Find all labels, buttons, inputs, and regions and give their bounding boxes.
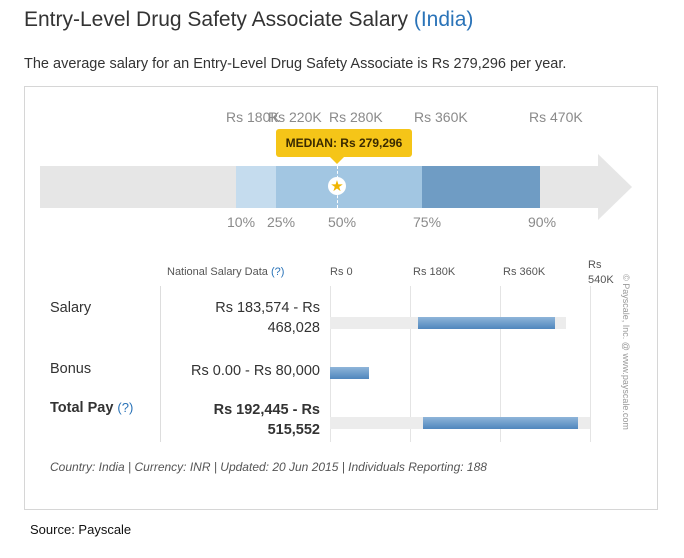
top-tick-180k: Rs 180K bbox=[226, 109, 280, 125]
bonus-bar bbox=[330, 367, 369, 379]
gridline-180k bbox=[410, 286, 411, 442]
percentile-tick-25: 25% bbox=[267, 214, 296, 230]
copyright-text: © Payscale, Inc. @ www.payscale.com bbox=[621, 274, 631, 430]
row-label-bonus: Bonus bbox=[50, 361, 92, 377]
top-tick-470k: Rs 470K bbox=[529, 109, 583, 125]
percentile-75-90-segment bbox=[422, 166, 540, 208]
scale-label-180k: Rs 180K bbox=[413, 266, 456, 278]
national-salary-heading: National Salary Data (?) bbox=[167, 266, 284, 278]
scale-label-360k: Rs 360K bbox=[503, 266, 546, 278]
row-value-total-pay: Rs 192,445 - Rs 515,552 bbox=[213, 402, 320, 438]
percentile-tick-50: 50% bbox=[328, 214, 357, 230]
top-tick-220k: Rs 220K bbox=[268, 109, 322, 125]
help-link[interactable]: (?) bbox=[270, 266, 285, 278]
scale-label-0: Rs 0 bbox=[330, 266, 353, 278]
percentile-tick-90: 90% bbox=[528, 214, 557, 230]
row-label-salary: Salary bbox=[50, 300, 92, 316]
total-pay-text: Total Pay bbox=[50, 400, 114, 416]
page-title: Entry-Level Drug Safety Associate Salary… bbox=[24, 8, 473, 32]
percentile-10-25-segment bbox=[236, 166, 276, 208]
copyright-notice: © Payscale, Inc. @ www.payscale.com bbox=[614, 262, 638, 442]
column-divider bbox=[160, 286, 161, 442]
title-text: Entry-Level Drug Safety Associate Salary bbox=[24, 8, 409, 31]
row-value-salary: Rs 183,574 - Rs 468,028 bbox=[215, 300, 320, 336]
gridline-360k bbox=[500, 286, 501, 442]
total-pay-help-link[interactable]: (?) bbox=[117, 400, 134, 415]
row-value-bonus: Rs 0.00 - Rs 80,000 bbox=[191, 363, 320, 379]
gridline-0 bbox=[330, 286, 331, 442]
country-link[interactable]: (India) bbox=[413, 8, 474, 31]
percentile-tick-10: 10% bbox=[227, 214, 256, 230]
median-tooltip-pointer bbox=[330, 157, 344, 164]
median-tooltip: MEDIAN: Rs 279,296 bbox=[276, 129, 412, 157]
average-salary-text: The average salary for an Entry-Level Dr… bbox=[24, 56, 567, 72]
percentile-tick-75: 75% bbox=[413, 214, 442, 230]
top-tick-280k: Rs 280K bbox=[329, 109, 383, 125]
percentile-25-75-segment bbox=[276, 166, 422, 208]
top-tick-360k: Rs 360K bbox=[414, 109, 468, 125]
star-icon: ★ bbox=[328, 177, 346, 195]
scale-label-540k: Rs 540K bbox=[588, 259, 614, 286]
source-note: Source: Payscale bbox=[30, 522, 132, 537]
report-metadata: Country: India | Currency: INR | Updated… bbox=[50, 460, 487, 474]
gridline-540k bbox=[590, 286, 591, 442]
distribution-arrow-head bbox=[598, 154, 632, 220]
salary-bar bbox=[418, 317, 556, 329]
row-label-total-pay: Total Pay (?) bbox=[50, 400, 133, 416]
total-pay-bar bbox=[422, 417, 579, 429]
national-salary-heading-text: National Salary Data bbox=[167, 266, 268, 278]
